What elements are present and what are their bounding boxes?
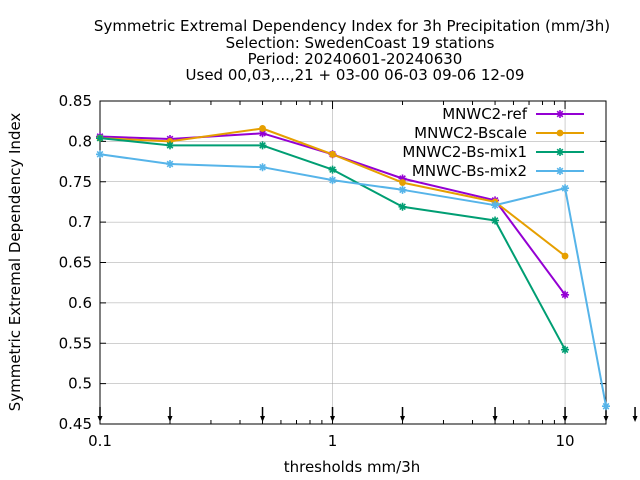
series-mnwc-bs-mix2 [96,150,610,411]
data-point-core [260,165,265,170]
data-point-core [98,152,102,157]
legend-label: MNWC2-Bs-mix1 [402,143,527,161]
legend-label: MNWC2-ref [442,105,527,123]
data-point [561,252,569,260]
chart-title-line-1: Symmetric Extremal Dependency Index for … [94,17,610,35]
legend-marker-core [558,150,562,154]
data-point [329,150,336,158]
y-tick-label: 0.7 [68,213,92,231]
legend-label: MNWC-Bs-mix2 [412,162,527,180]
y-tick-label: 0.6 [68,294,92,312]
chart-title: Symmetric Extremal Dependency Index for … [94,17,610,84]
x-tick-label: 1 [328,432,338,450]
threshold-markers [97,407,638,422]
legend-entry: MNWC2-Bs-mix1 [402,143,584,161]
legend-entry: MNWC2-ref [442,105,584,123]
y-tick-label: 0.8 [68,132,92,150]
x-axis-label: thresholds mm/3h [284,458,421,476]
data-point-core [98,136,102,140]
data-point-core [604,404,608,409]
y-tick-label: 0.65 [59,254,92,272]
threshold-marker-arrow [260,416,266,422]
data-point-core [400,188,405,192]
data-point-core [168,162,172,166]
chart-title-line-3: Period: 20240601-20240630 [248,50,463,68]
series-mnwc2-bs-mix1 [96,134,570,354]
chart-title-line-4: Used 00,03,...,21 + 03-00 06-03 09-06 12… [186,66,525,84]
series-line [99,153,607,407]
legend-label: MNWC2-Bscale [414,124,527,142]
y-tick-label: 0.5 [68,375,92,393]
y-axis-label: Symmetric Extremal Dependency Index [6,113,24,412]
legend: MNWC2-refMNWC2-BscaleMNWC2-Bs-mix1MNWC-B… [402,105,584,180]
data-point-core [330,178,335,182]
legend-marker [556,129,564,137]
threshold-marker-arrow [492,416,498,422]
threshold-marker-arrow [167,416,173,422]
data-point [259,125,266,132]
y-tick-label: 0.55 [59,334,92,352]
data-point [399,179,406,186]
x-tick-label: 10 [556,432,575,450]
grid [99,100,606,425]
legend-marker-core [558,169,562,173]
x-tick-label: 0.1 [88,432,112,450]
data-point-core [493,218,497,223]
y-tick-label: 0.45 [59,415,92,433]
data-point-core [330,167,335,172]
legend-marker-core [558,112,562,116]
data-point-core [260,131,265,136]
legend-entry: MNWC-Bs-mix2 [412,162,584,180]
axis-ticks: 0.45 0.5 0.55 0.6 0.65 0.7 0.75 0.8 0.85 0.1 1 10 [59,92,606,450]
data-point-core [168,143,172,148]
chart-title-line-2: Selection: SwedenCoast 19 stations [226,34,495,52]
data-point-core [260,143,265,148]
threshold-marker-arrow [400,416,406,422]
data-point-core [493,203,497,207]
data-point-core [400,204,405,209]
data-point-core [563,293,567,297]
series [96,125,610,411]
y-tick-label: 0.75 [59,173,92,191]
legend-entry: MNWC2-Bscale [414,124,584,142]
data-point-core [563,347,567,352]
threshold-marker-arrow [632,416,638,422]
y-tick-label: 0.85 [59,92,92,110]
data-point-core [563,186,567,191]
